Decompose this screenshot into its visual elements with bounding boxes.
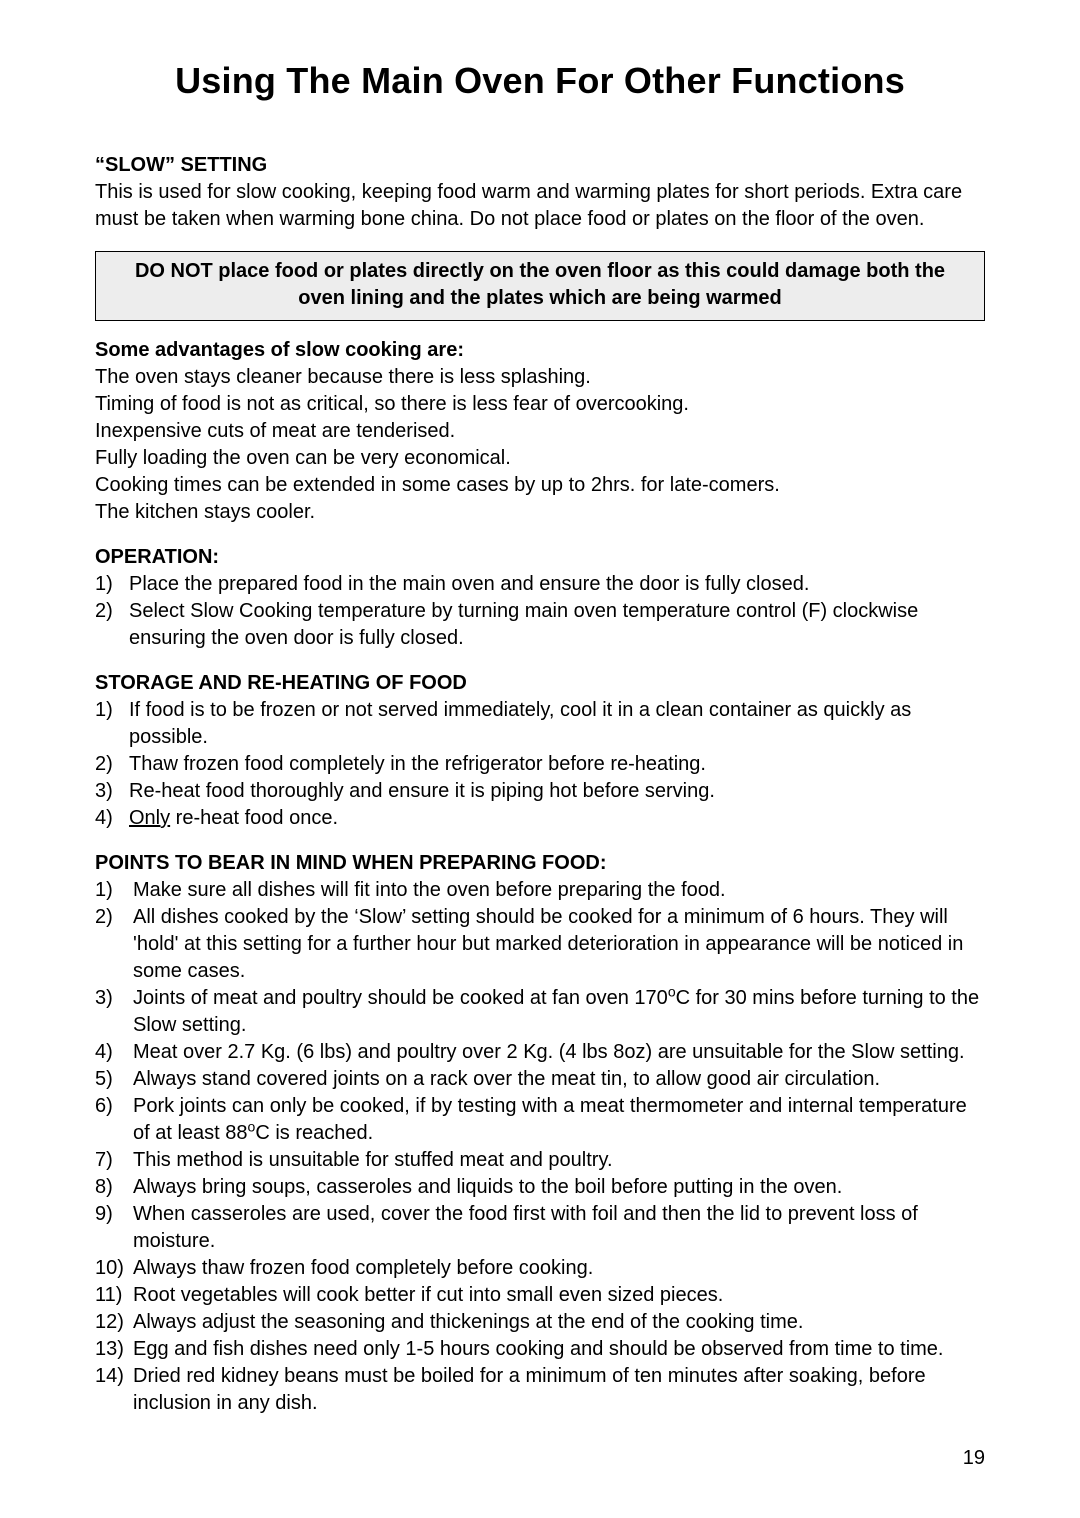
operation-item: Place the prepared food in the main oven…	[95, 571, 985, 598]
degree-symbol: o	[668, 983, 676, 999]
points-item: Dried red kidney beans must be boiled fo…	[95, 1363, 985, 1417]
slow-setting-body: This is used for slow cooking, keeping f…	[95, 179, 985, 233]
warning-line-1: DO NOT place food or plates directly on …	[110, 258, 970, 285]
points-item: Pork joints can only be cooked, if by te…	[95, 1093, 985, 1147]
storage-section: STORAGE AND RE-HEATING OF FOOD If food i…	[95, 670, 985, 832]
points-item: Always thaw frozen food completely befor…	[95, 1255, 985, 1282]
advantages-line: Cooking times can be extended in some ca…	[95, 472, 985, 499]
advantages-line: Timing of food is not as critical, so th…	[95, 391, 985, 418]
points-list: Make sure all dishes will fit into the o…	[95, 877, 985, 1417]
storage-item: If food is to be frozen or not served im…	[95, 697, 985, 751]
operation-heading: OPERATION:	[95, 544, 985, 571]
points-item: When casseroles are used, cover the food…	[95, 1201, 985, 1255]
storage-item: Only re-heat food once.	[95, 805, 985, 832]
advantages-list: The oven stays cleaner because there is …	[95, 364, 985, 526]
points-item: Always stand covered joints on a rack ov…	[95, 1066, 985, 1093]
document-page: Using The Main Oven For Other Functions …	[0, 0, 1080, 1518]
points-item: All dishes cooked by the ‘Slow’ setting …	[95, 904, 985, 985]
points-item: This method is unsuitable for stuffed me…	[95, 1147, 985, 1174]
only-word: Only	[129, 807, 170, 829]
operation-section: OPERATION: Place the prepared food in th…	[95, 544, 985, 652]
points-heading: POINTS TO BEAR IN MIND WHEN PREPARING FO…	[95, 850, 985, 877]
operation-list: Place the prepared food in the main oven…	[95, 571, 985, 652]
storage-item: Thaw frozen food completely in the refri…	[95, 751, 985, 778]
storage-item: Re-heat food thoroughly and ensure it is…	[95, 778, 985, 805]
advantages-line: Inexpensive cuts of meat are tenderised.	[95, 418, 985, 445]
points-item: Always adjust the seasoning and thickeni…	[95, 1309, 985, 1336]
storage-list: If food is to be frozen or not served im…	[95, 697, 985, 832]
points-item: Joints of meat and poultry should be coo…	[95, 985, 985, 1039]
advantages-line: Fully loading the oven can be very econo…	[95, 445, 985, 472]
page-title: Using The Main Oven For Other Functions	[95, 60, 985, 102]
advantages-line: The kitchen stays cooler.	[95, 499, 985, 526]
points-item: Make sure all dishes will fit into the o…	[95, 877, 985, 904]
points-item: Meat over 2.7 Kg. (6 lbs) and poultry ov…	[95, 1039, 985, 1066]
advantages-heading: Some advantages of slow cooking are:	[95, 337, 985, 364]
warning-line-2: oven lining and the plates which are bei…	[110, 285, 970, 312]
page-number: 19	[963, 1447, 985, 1470]
points-item: Always bring soups, casseroles and liqui…	[95, 1174, 985, 1201]
storage-heading: STORAGE AND RE-HEATING OF FOOD	[95, 670, 985, 697]
degree-symbol: o	[248, 1118, 256, 1134]
advantages-section: Some advantages of slow cooking are: The…	[95, 337, 985, 526]
points-section: POINTS TO BEAR IN MIND WHEN PREPARING FO…	[95, 850, 985, 1417]
points-item: Egg and fish dishes need only 1-5 hours …	[95, 1336, 985, 1363]
slow-setting-section: “SLOW” SETTING This is used for slow coo…	[95, 152, 985, 233]
points-item: Root vegetables will cook better if cut …	[95, 1282, 985, 1309]
slow-setting-heading: “SLOW” SETTING	[95, 152, 985, 179]
warning-box: DO NOT place food or plates directly on …	[95, 251, 985, 321]
operation-item: Select Slow Cooking temperature by turni…	[95, 598, 985, 652]
advantages-line: The oven stays cleaner because there is …	[95, 364, 985, 391]
